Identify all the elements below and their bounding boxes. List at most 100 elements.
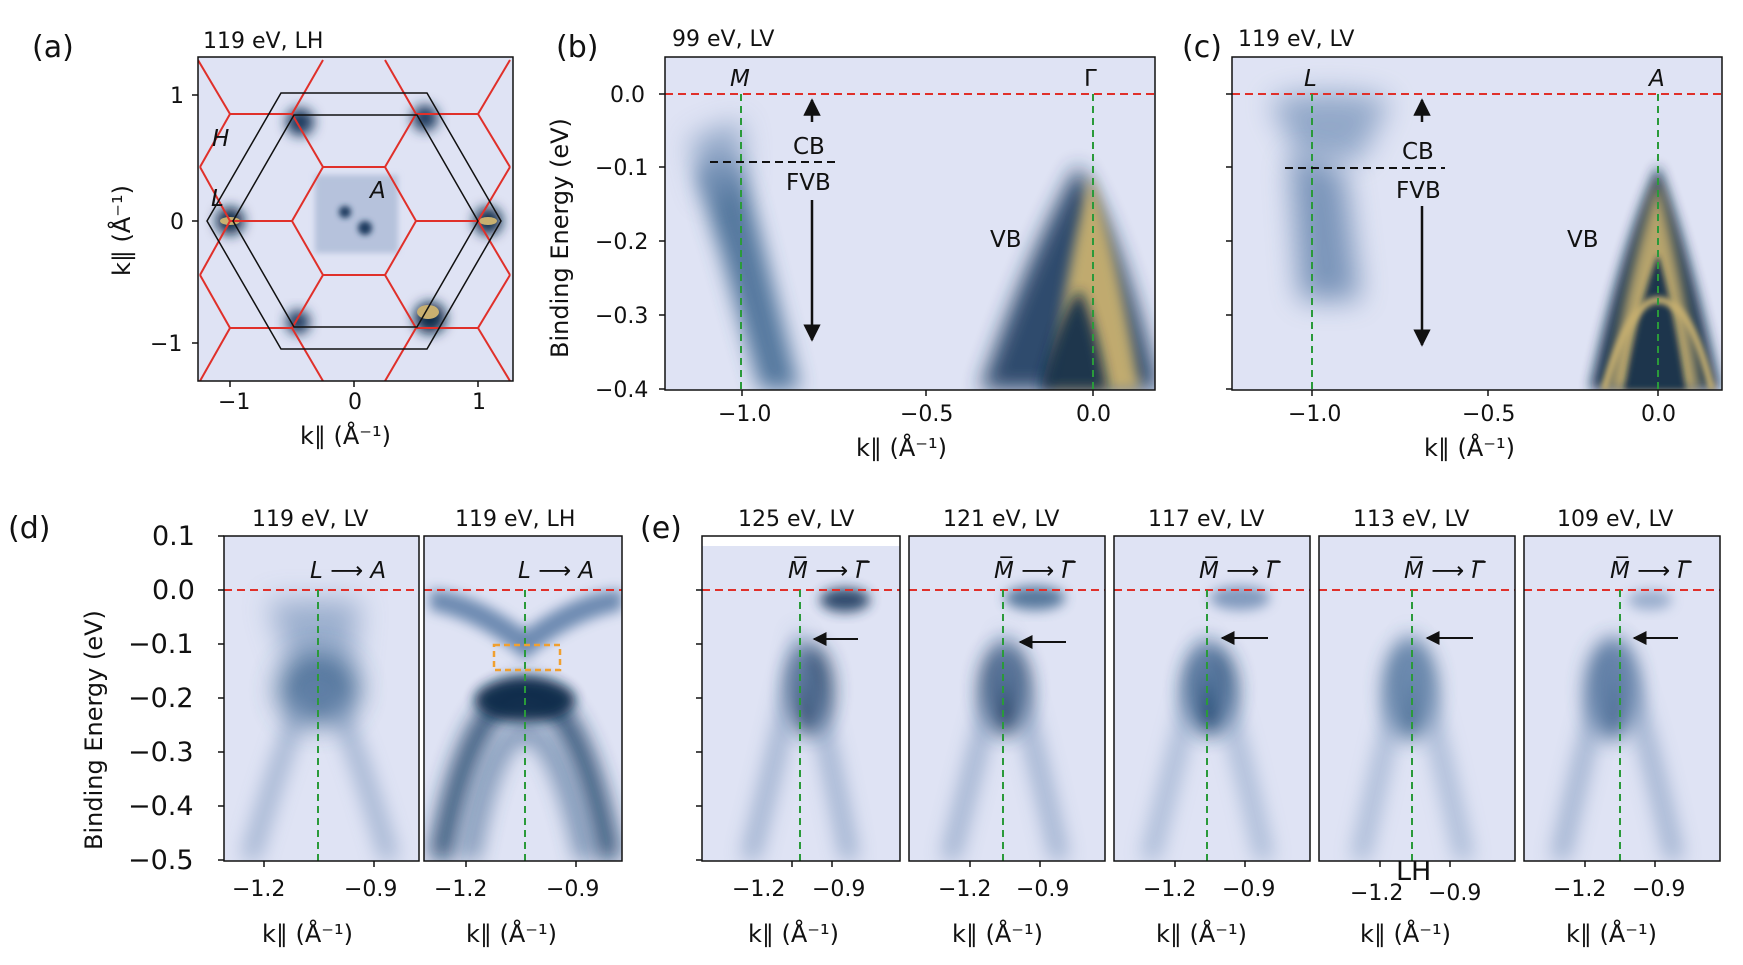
panel-d-ytick-5: −0.3 bbox=[128, 737, 194, 768]
panel-d-sub-1-title: 119 eV, LV bbox=[252, 507, 368, 532]
panel-c-title: 119 eV, LV bbox=[1238, 27, 1354, 52]
panel-d-sub-2-direction: L ⟶ A bbox=[518, 558, 594, 584]
panel-d-ytick-2: 0.0 bbox=[152, 575, 195, 606]
panel-c-xtick-1: −1.0 bbox=[1288, 402, 1341, 427]
panel-e-sub-1-frame bbox=[701, 535, 901, 862]
panel-a-title: 119 eV, LH bbox=[203, 29, 323, 54]
panel-e-sub-2-direction: M̅ ⟶ Γ̅ bbox=[994, 556, 1076, 584]
panel-e-letter: (e) bbox=[640, 511, 682, 546]
panel-d-yticks: 0.1 0.0 −0.1 −0.2 −0.3 −0.4 −0.5 bbox=[128, 521, 195, 876]
panel-c-xtick-2: −0.5 bbox=[1462, 402, 1515, 427]
panel-b-xtick-1: −1.0 bbox=[718, 402, 771, 427]
panel-a-xtick-2: 0 bbox=[348, 390, 362, 415]
panel-e-sub-3-intensity bbox=[1143, 586, 1272, 861]
panel-e-sub-5-direction: M̅ ⟶ Γ̅ bbox=[1610, 556, 1692, 584]
panel-b-intensity bbox=[690, 120, 1155, 390]
panel-c-ticks bbox=[1226, 93, 1659, 396]
panel-b-xtick-3: 0.0 bbox=[1076, 402, 1111, 427]
panel-e-sub-5-title: 109 eV, LV bbox=[1557, 507, 1673, 532]
panel-a-outer-hexagon bbox=[206, 92, 502, 350]
panel-e-sub-4-xtick-2: −0.9 bbox=[1428, 881, 1481, 906]
panel-e-sub-1-direction: M̅ ⟶ Γ̅ bbox=[788, 556, 870, 584]
panel-d-sub-1-xtick-marks bbox=[263, 861, 375, 867]
panel-e-sub-3-xlabel: k∥ (Å⁻¹) bbox=[1156, 919, 1247, 948]
panel-e-sub-3-frame bbox=[1113, 535, 1311, 862]
panel-a-xlabel: k∥ (Å⁻¹) bbox=[300, 421, 391, 450]
panel-e-sub-4-xlabel: k∥ (Å⁻¹) bbox=[1360, 919, 1451, 948]
panel-c-cb-label: CB bbox=[1402, 139, 1434, 165]
panel-d-sub-2-xtick-2: −0.9 bbox=[546, 877, 599, 902]
panel-a-label-A: A bbox=[368, 178, 386, 204]
panel-e-sub-4-title: 113 eV, LV bbox=[1353, 507, 1469, 532]
panel-e-sub-1-xlabel: k∥ (Å⁻¹) bbox=[748, 919, 839, 948]
panel-e-sub-3-title: 117 eV, LV bbox=[1148, 507, 1264, 532]
panel-e-sub-1-title: 125 eV, LV bbox=[738, 507, 854, 532]
panel-d-sub-2-frame bbox=[423, 535, 623, 862]
panel-a-xtick-3: 1 bbox=[472, 390, 486, 415]
panel-e: (e) 125 eV, LV M̅ ⟶ Γ̅ −1.2 −0.9 k∥ (Å⁻¹… bbox=[640, 507, 1721, 948]
panel-d-sub-1-direction: L ⟶ A bbox=[310, 558, 386, 584]
panel-e-sub-2: 121 eV, LV M̅ ⟶ Γ̅ −1.2 −0.9 k∥ (Å⁻¹) bbox=[908, 507, 1106, 948]
panel-c-intensity bbox=[1270, 92, 1720, 390]
panel-e-sub-2-xtick-marks bbox=[969, 861, 1041, 867]
panel-a-frame bbox=[197, 56, 514, 382]
panel-a-ytick-3: −1 bbox=[150, 332, 182, 357]
panel-a-ylabel: k∥ (Å⁻¹) bbox=[107, 185, 136, 276]
panel-d-sub-2-xlabel: k∥ (Å⁻¹) bbox=[466, 919, 557, 948]
panel-e-sub-5: 109 eV, LV M̅ ⟶ Γ̅ −1.2 −0.9 k∥ (Å⁻¹) bbox=[1523, 507, 1721, 948]
panel-e-sub-2-xtick-2: −0.9 bbox=[1016, 877, 1069, 902]
panel-c: (c) 119 eV, LV L A CB FVB VB −1.0 −0.5 0… bbox=[1182, 27, 1723, 462]
panel-c-vb-label: VB bbox=[1567, 227, 1599, 253]
panel-e-sub-5-frame bbox=[1523, 535, 1721, 862]
panel-b-point-M: M bbox=[730, 66, 750, 92]
panel-a-ytick-2: 0 bbox=[170, 210, 184, 235]
panel-b-vb-label: VB bbox=[990, 227, 1022, 253]
panel-e-sub-3: 117 eV, LV M̅ ⟶ Γ̅ −1.2 −0.9 k∥ (Å⁻¹) bbox=[1113, 507, 1311, 948]
panel-b-fvb-label: FVB bbox=[786, 170, 831, 196]
panel-e-sub-4: 113 eV, LV M̅ ⟶ Γ̅ LH −1.2 −0.9 k∥ (Å⁻¹) bbox=[1318, 507, 1516, 948]
panel-b-frame bbox=[664, 56, 1156, 391]
panel-d-ytick-7: −0.5 bbox=[128, 845, 194, 876]
panel-c-fvb-label: FVB bbox=[1396, 178, 1441, 204]
panel-b-title: 99 eV, LV bbox=[672, 27, 774, 52]
panel-d-ytick-3: −0.1 bbox=[128, 629, 194, 660]
panel-e-sub-4-direction: M̅ ⟶ Γ̅ bbox=[1404, 556, 1486, 584]
panel-d-sub-2-title: 119 eV, LH bbox=[455, 507, 575, 532]
panel-b-ytick-2: −0.1 bbox=[595, 156, 648, 181]
panel-d-ylabel: Binding Energy (eV) bbox=[80, 610, 108, 850]
panel-a-ytick-1: 1 bbox=[170, 84, 184, 109]
panel-e-sub-2-intensity bbox=[943, 586, 1067, 861]
panel-a-ticks bbox=[192, 94, 479, 387]
panel-e-sub-3-xtick-2: −0.9 bbox=[1222, 877, 1275, 902]
panel-d-letter: (d) bbox=[8, 511, 50, 546]
panel-e-sub-5-xtick-2: −0.9 bbox=[1632, 877, 1685, 902]
panel-d-sub-2-xtick-1: −1.2 bbox=[434, 877, 487, 902]
panel-c-letter: (c) bbox=[1182, 30, 1222, 65]
panel-e-sub-3-xtick-1: −1.2 bbox=[1143, 877, 1196, 902]
panel-e-sub-1-xtick-1: −1.2 bbox=[732, 877, 785, 902]
panel-e-sub-5-intensity bbox=[1553, 590, 1682, 861]
panel-c-xtick-3: 0.0 bbox=[1641, 402, 1676, 427]
panel-e-sub-4-intensity bbox=[1353, 628, 1472, 861]
panel-e-sub-5-xtick-marks bbox=[1584, 861, 1656, 867]
panel-e-sub-3-xtick-marks bbox=[1174, 861, 1246, 867]
panel-e-sub-4-stray-label: LH bbox=[1396, 856, 1431, 887]
panel-d-sub-1: 119 eV, LV L ⟶ A −1.2 −0.9 k∥ (Å⁻¹) bbox=[223, 507, 420, 948]
panel-d-ytick-1: 0.1 bbox=[152, 521, 195, 552]
panel-d-ytick-6: −0.4 bbox=[128, 791, 194, 822]
panel-d-sub-1-xlabel: k∥ (Å⁻¹) bbox=[262, 919, 353, 948]
panel-e-sub-1-xtick-2: −0.9 bbox=[812, 877, 865, 902]
panel-d-sub-1-xtick-1: −1.2 bbox=[232, 877, 285, 902]
panel-d-sub-2: 119 eV, LH L ⟶ A −1.2 −0.9 k∥ (Å⁻¹) bbox=[423, 507, 623, 948]
panel-a-xtick-1: −1 bbox=[218, 390, 250, 415]
panel-e-sub-1: 125 eV, LV M̅ ⟶ Γ̅ −1.2 −0.9 k∥ (Å⁻¹) bbox=[701, 507, 901, 948]
panel-a-letter: (a) bbox=[32, 30, 74, 65]
panel-a-label-H: H bbox=[212, 126, 229, 152]
panel-b-xtick-2: −0.5 bbox=[900, 402, 953, 427]
panel-e-sub-2-title: 121 eV, LV bbox=[943, 507, 1059, 532]
panel-e-sub-5-xtick-1: −1.2 bbox=[1553, 877, 1606, 902]
panel-b-ytick-1: 0.0 bbox=[610, 83, 645, 108]
panel-b-letter: (b) bbox=[556, 30, 598, 65]
panel-b-ytick-3: −0.2 bbox=[595, 230, 648, 255]
panel-d-sub-1-frame bbox=[223, 535, 420, 862]
